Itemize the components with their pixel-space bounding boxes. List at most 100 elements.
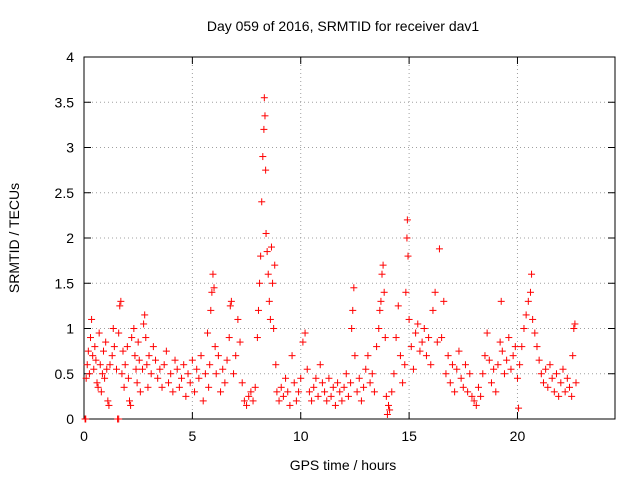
y-tick-labels: 0 0.5 1 1.5 2 2.5 3 3.5 4 xyxy=(55,49,75,427)
data-point xyxy=(115,329,123,337)
data-point xyxy=(263,248,271,256)
data-point xyxy=(210,284,218,292)
data-point xyxy=(429,306,437,314)
data-point xyxy=(522,311,530,319)
grid xyxy=(84,57,615,419)
data-point xyxy=(205,383,213,391)
data-point xyxy=(130,325,138,332)
data-point xyxy=(485,356,493,364)
data-point xyxy=(165,379,173,387)
data-point xyxy=(301,329,309,337)
data-point xyxy=(325,374,333,382)
y-axis-label: SRMTID / TECUs xyxy=(6,183,22,293)
data-point xyxy=(85,370,93,378)
data-point xyxy=(529,315,537,323)
data-point xyxy=(314,392,322,400)
data-point xyxy=(353,388,361,396)
data-point xyxy=(544,383,552,391)
data-point xyxy=(479,370,487,378)
data-point xyxy=(380,288,388,296)
data-point xyxy=(82,374,90,382)
data-point xyxy=(186,379,194,387)
data-point xyxy=(247,388,255,396)
data-point xyxy=(568,392,576,400)
data-point xyxy=(427,361,435,369)
data-point xyxy=(440,297,448,305)
data-point xyxy=(392,334,400,342)
data-point xyxy=(257,252,265,260)
data-point xyxy=(173,365,181,373)
data-point xyxy=(169,388,177,396)
data-point xyxy=(572,379,580,387)
data-point xyxy=(505,334,513,342)
data-point xyxy=(91,343,99,351)
data-point xyxy=(94,383,102,391)
data-point xyxy=(518,343,526,351)
data-point xyxy=(373,343,381,351)
x-tick-label: 20 xyxy=(510,428,526,444)
data-point xyxy=(115,415,123,423)
data-point xyxy=(238,379,246,387)
data-point xyxy=(136,388,144,396)
data-point xyxy=(118,370,126,378)
data-point xyxy=(390,370,398,378)
data-point xyxy=(340,383,348,391)
data-point xyxy=(135,356,143,364)
data-point xyxy=(347,379,355,387)
data-point xyxy=(528,270,536,278)
data-point xyxy=(405,315,413,323)
data-point xyxy=(259,153,267,161)
data-point xyxy=(275,397,283,405)
data-point xyxy=(409,365,417,373)
data-point xyxy=(366,379,374,387)
data-point xyxy=(269,279,277,287)
data-point xyxy=(126,397,134,405)
data-point xyxy=(249,397,257,405)
data-point xyxy=(262,229,270,237)
y-tick-label: 2.5 xyxy=(55,185,75,201)
data-point xyxy=(464,388,472,396)
data-point xyxy=(455,347,463,355)
data-point xyxy=(459,383,467,391)
data-point xyxy=(360,383,368,391)
data-point xyxy=(226,302,234,310)
data-point xyxy=(552,370,560,378)
data-point xyxy=(498,347,506,355)
data-point xyxy=(178,374,186,382)
data-point xyxy=(531,329,539,337)
data-point xyxy=(221,379,229,387)
data-point xyxy=(295,388,303,396)
data-point xyxy=(435,245,443,253)
x-axis-label: GPS time / hours xyxy=(290,457,397,473)
data-point xyxy=(140,320,148,328)
data-point xyxy=(451,388,459,396)
data-point xyxy=(141,311,149,319)
data-point xyxy=(95,329,103,337)
data-point xyxy=(171,356,179,364)
data-point xyxy=(96,361,104,369)
data-point xyxy=(490,365,498,373)
data-point xyxy=(533,343,541,351)
data-point xyxy=(507,365,515,373)
data-point xyxy=(431,288,439,296)
data-point xyxy=(494,361,502,369)
data-point xyxy=(569,352,577,360)
y-tick-label: 0 xyxy=(66,411,74,427)
data-point xyxy=(509,352,517,360)
data-point xyxy=(277,383,285,391)
data-point xyxy=(292,397,300,405)
data-point xyxy=(113,365,121,373)
data-point xyxy=(382,392,390,400)
data-point xyxy=(134,338,142,346)
data-point xyxy=(401,361,409,369)
data-point xyxy=(282,374,290,382)
data-point xyxy=(197,352,205,360)
data-point xyxy=(394,302,402,310)
data-point xyxy=(557,379,565,387)
data-point xyxy=(350,284,358,292)
data-point xyxy=(310,383,318,391)
data-point xyxy=(338,397,346,405)
data-point xyxy=(288,352,296,360)
data-point xyxy=(368,370,376,378)
y-tick-label: 1.5 xyxy=(55,275,75,291)
